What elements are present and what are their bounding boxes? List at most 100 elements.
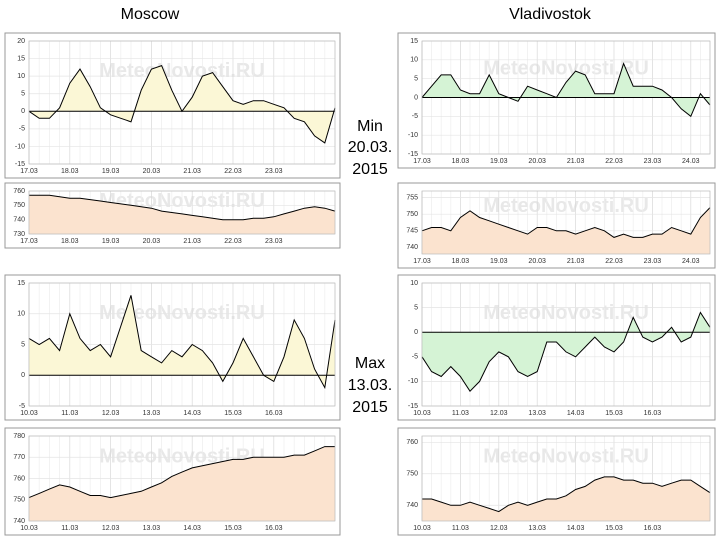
x-tick-label: 20.03 bbox=[143, 168, 161, 175]
y-tick-label: 780 bbox=[13, 433, 25, 440]
y-tick-label: 750 bbox=[13, 202, 25, 209]
x-tick-label: 19.03 bbox=[490, 158, 508, 165]
x-tick-label: 20.03 bbox=[528, 158, 546, 165]
y-tick-label: 770 bbox=[13, 454, 25, 461]
y-tick-label: 730 bbox=[13, 231, 25, 238]
line bbox=[28, 64, 336, 144]
plot-frame bbox=[28, 40, 336, 165]
x-tick-label: 13.03 bbox=[143, 410, 161, 417]
y-tick-label: -10 bbox=[408, 378, 418, 385]
area bbox=[29, 295, 335, 388]
x-tick-label: 13.03 bbox=[528, 525, 546, 532]
x-tick-label: 23.03 bbox=[265, 168, 283, 175]
x-tick-label: 21.03 bbox=[567, 158, 585, 165]
x-tick-label: 22.03 bbox=[605, 158, 623, 165]
x-tick-label: 16.03 bbox=[265, 525, 283, 532]
y-tick-label: 750 bbox=[406, 471, 418, 478]
line bbox=[422, 476, 711, 513]
y-tick-label: 745 bbox=[406, 228, 418, 235]
x-tick-label: 14.03 bbox=[567, 525, 585, 532]
x-tick-label: 11.03 bbox=[61, 410, 78, 417]
x-tick-label: 10.03 bbox=[413, 410, 431, 417]
area bbox=[29, 446, 335, 521]
y-tick-label: -10 bbox=[15, 143, 25, 150]
y-tick-label: 5 bbox=[414, 76, 418, 83]
x-tick-label: 10.03 bbox=[20, 525, 38, 532]
x-tick-label: 17.03 bbox=[413, 258, 431, 265]
y-tick-label: 10 bbox=[17, 73, 25, 80]
x-tick-label: 10.03 bbox=[413, 525, 431, 532]
y-tick-label: 15 bbox=[17, 280, 25, 287]
y-tick-label: 10 bbox=[17, 311, 25, 318]
y-tick-label: 15 bbox=[17, 55, 25, 62]
y-tick-label: 740 bbox=[406, 502, 418, 509]
x-tick-label: 11.03 bbox=[452, 525, 469, 532]
y-tick-label: 740 bbox=[13, 217, 25, 224]
x-tick-label: 15.03 bbox=[224, 410, 242, 417]
x-tick-label: 24.03 bbox=[682, 158, 700, 165]
area bbox=[29, 195, 335, 234]
plot-frame bbox=[28, 282, 336, 407]
note: 2015 bbox=[352, 161, 388, 178]
column-title: Vladivostok bbox=[509, 6, 592, 23]
x-tick-label: 16.03 bbox=[644, 410, 662, 417]
note: Max bbox=[355, 355, 385, 372]
y-tick-label: 10 bbox=[410, 280, 418, 287]
y-tick-label: -15 bbox=[408, 151, 418, 158]
x-tick-label: 22.03 bbox=[605, 258, 623, 265]
x-tick-label: 13.03 bbox=[528, 410, 546, 417]
x-tick-label: 16.03 bbox=[265, 410, 283, 417]
plot-frame bbox=[421, 282, 711, 407]
x-tick-label: 23.03 bbox=[265, 238, 283, 245]
x-tick-label: 21.03 bbox=[183, 238, 201, 245]
y-tick-label: -10 bbox=[408, 132, 418, 139]
y-tick-label: 20 bbox=[17, 38, 25, 45]
note: 20.03. bbox=[348, 139, 392, 156]
plot-frame bbox=[421, 40, 711, 155]
line bbox=[28, 446, 335, 499]
x-tick-label: 14.03 bbox=[567, 410, 585, 417]
y-tick-label: 15 bbox=[410, 38, 418, 45]
x-tick-label: 17.03 bbox=[20, 238, 38, 245]
y-tick-label: 10 bbox=[410, 57, 418, 64]
x-tick-label: 21.03 bbox=[183, 168, 201, 175]
y-tick-label: 5 bbox=[21, 341, 25, 348]
x-tick-label: 13.03 bbox=[143, 525, 161, 532]
y-tick-label: 0 bbox=[414, 94, 418, 101]
y-tick-label: -5 bbox=[19, 403, 25, 410]
x-tick-label: 21.03 bbox=[567, 258, 585, 265]
y-tick-label: 0 bbox=[414, 329, 418, 336]
y-tick-label: -5 bbox=[412, 354, 418, 361]
x-tick-label: 12.03 bbox=[490, 410, 508, 417]
x-tick-label: 18.03 bbox=[61, 238, 79, 245]
area bbox=[422, 63, 710, 117]
x-tick-label: 23.03 bbox=[644, 258, 662, 265]
column-title: Moscow bbox=[121, 6, 180, 23]
x-tick-label: 14.03 bbox=[183, 410, 201, 417]
note: 2015 bbox=[352, 399, 388, 416]
y-tick-label: 740 bbox=[13, 518, 25, 525]
y-tick-label: -15 bbox=[408, 403, 418, 410]
plot-frame bbox=[421, 190, 711, 255]
y-tick-label: 760 bbox=[13, 188, 25, 195]
line bbox=[421, 311, 711, 392]
line bbox=[28, 295, 336, 390]
y-tick-label: -5 bbox=[19, 126, 25, 133]
x-tick-label: 15.03 bbox=[605, 410, 623, 417]
x-tick-label: 12.03 bbox=[490, 525, 508, 532]
x-tick-label: 14.03 bbox=[183, 525, 201, 532]
x-tick-label: 18.03 bbox=[452, 158, 470, 165]
x-tick-label: 15.03 bbox=[605, 525, 623, 532]
y-tick-label: 5 bbox=[21, 91, 25, 98]
y-tick-label: 760 bbox=[13, 475, 25, 482]
x-tick-label: 20.03 bbox=[528, 258, 546, 265]
x-tick-label: 18.03 bbox=[61, 168, 79, 175]
x-tick-label: 19.03 bbox=[102, 238, 120, 245]
y-tick-label: 0 bbox=[21, 108, 25, 115]
x-tick-label: 15.03 bbox=[224, 525, 242, 532]
line bbox=[29, 194, 336, 221]
y-tick-label: 760 bbox=[406, 439, 418, 446]
y-tick-label: 0 bbox=[21, 372, 25, 379]
x-tick-label: 24.03 bbox=[682, 258, 700, 265]
